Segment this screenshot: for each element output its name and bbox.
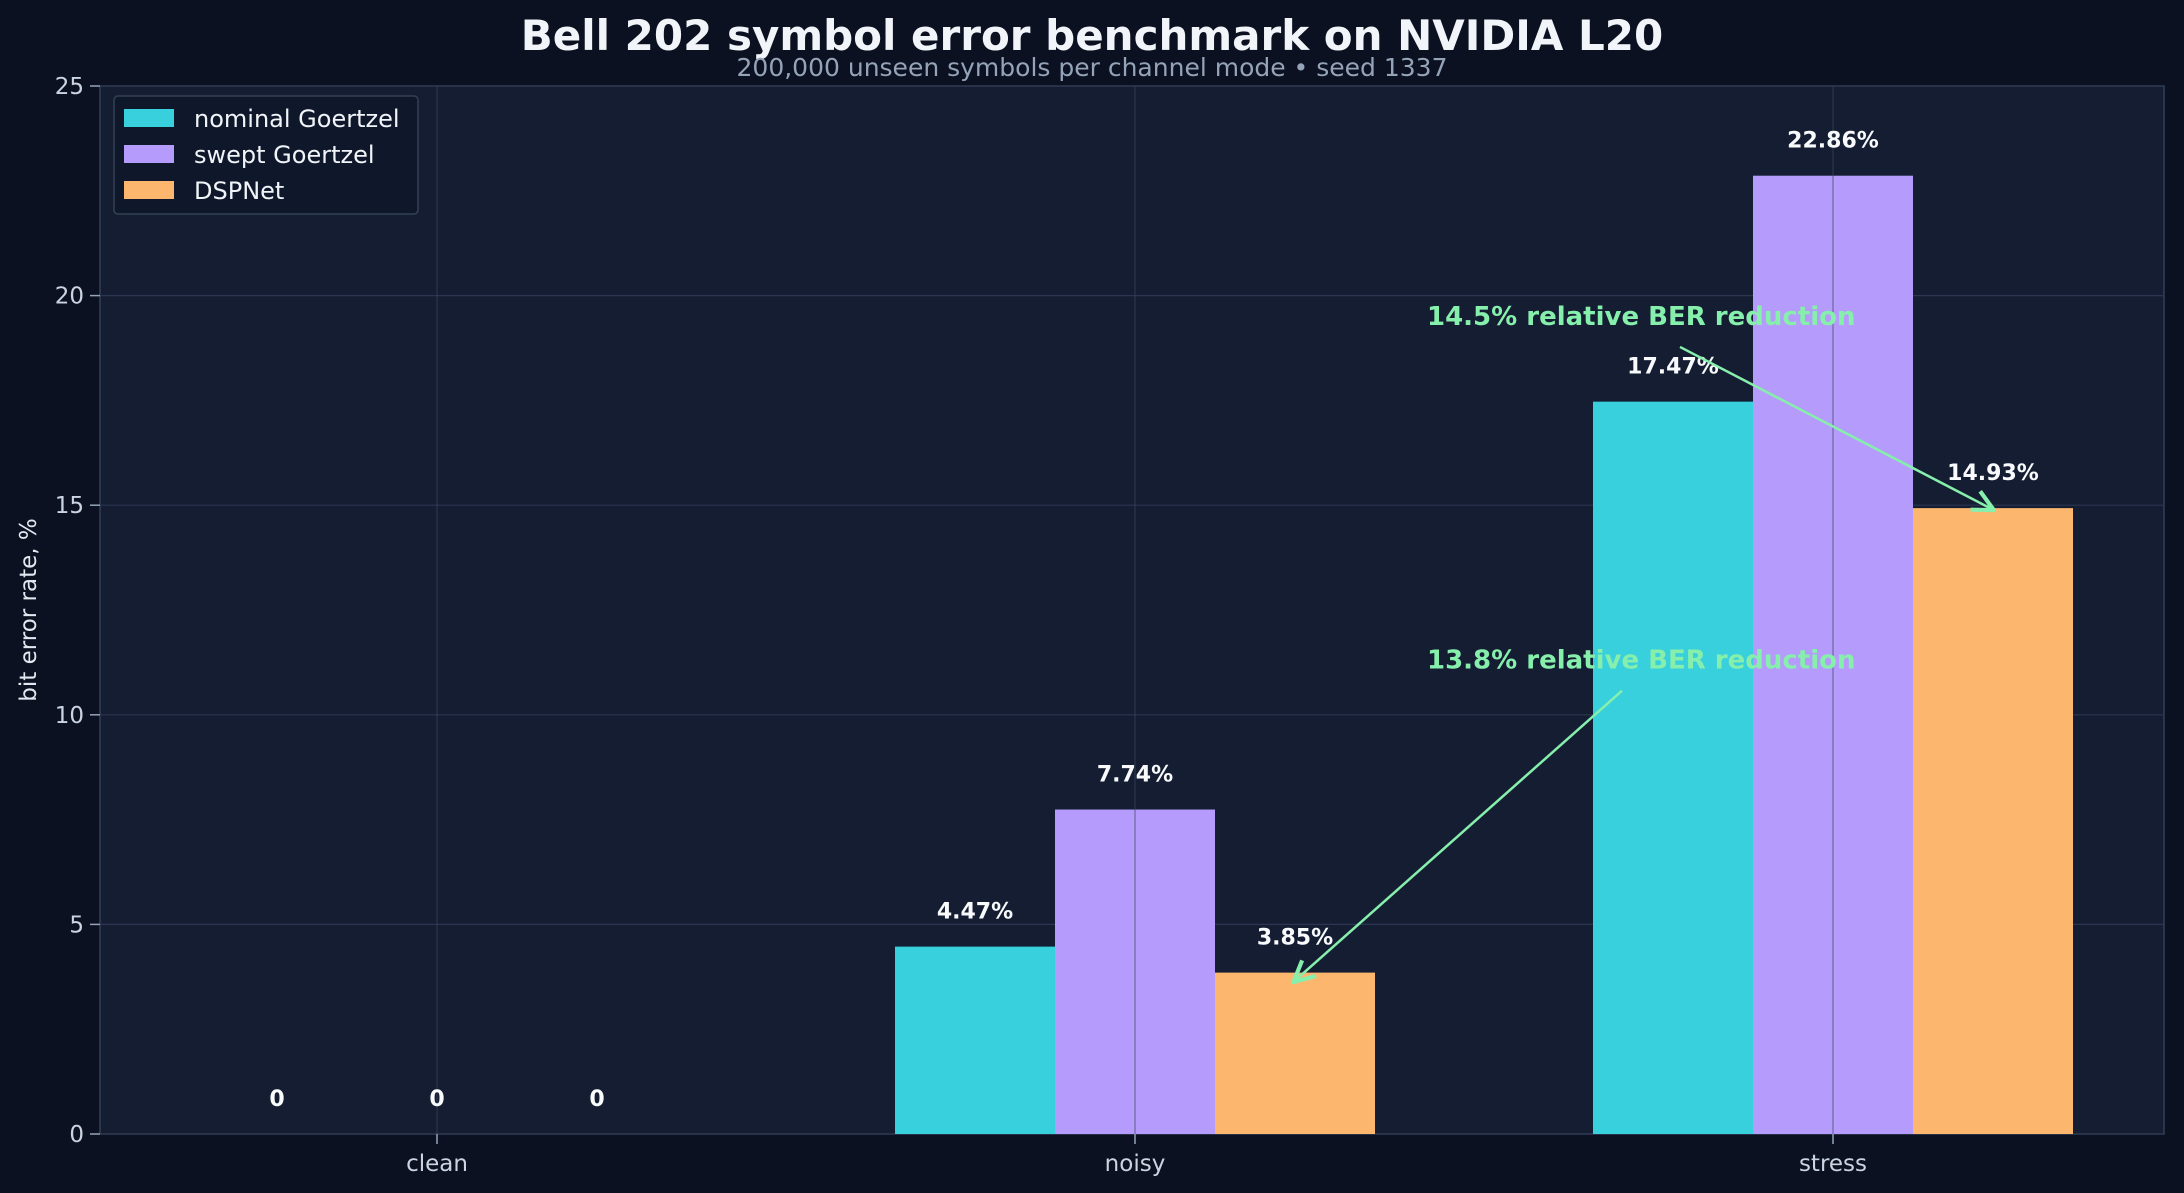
y-tick-label: 20 <box>55 284 84 310</box>
bar-value-label: 7.74% <box>1097 763 1173 788</box>
axis-ticks: 0 5 10 15 20 25 clean noisy stress <box>55 74 1867 1177</box>
bars <box>895 175 2073 1134</box>
bar-value-label: 22.86% <box>1787 129 1879 154</box>
chart-title: Bell 202 symbol error benchmark on NVIDI… <box>521 11 1664 60</box>
bar-dspnet-stress <box>1913 508 2073 1134</box>
y-tick-label: 10 <box>55 703 84 729</box>
legend-swatch <box>124 145 174 163</box>
bar-value-label: 0 <box>589 1087 604 1112</box>
legend-entry: nominal Goertzel <box>194 105 400 133</box>
legend-entry: swept Goertzel <box>194 141 375 169</box>
legend-entry: DSPNet <box>194 177 284 205</box>
x-tick-label: stress <box>1799 1151 1867 1177</box>
legend: nominal Goertzel swept Goertzel DSPNet <box>113 95 419 215</box>
bar-value-label: 17.47% <box>1627 355 1719 380</box>
legend-swatch <box>124 109 174 127</box>
bar-value-label: 0 <box>429 1087 444 1112</box>
annotations: 14.5% relative BER reduction 13.8% relati… <box>1295 302 1992 981</box>
chart-subtitle: 200,000 unseen symbols per channel mode … <box>737 53 1448 82</box>
annotation-arrow <box>1295 689 1623 981</box>
bar-value-label: 4.47% <box>937 900 1013 925</box>
bar-nominal-goertzel-noisy <box>895 946 1055 1134</box>
annotation-label: 13.8% relative BER reduction <box>1427 646 1856 676</box>
x-tick-label: clean <box>406 1151 468 1177</box>
y-tick-label: 5 <box>69 912 84 938</box>
bar-value-label: 3.85% <box>1257 926 1333 951</box>
bar-value-label: 14.93% <box>1947 461 2039 486</box>
annotation-label: 14.5% relative BER reduction <box>1427 302 1856 332</box>
y-tick-label: 25 <box>55 74 84 100</box>
legend-swatch <box>124 181 174 199</box>
y-tick-label: 0 <box>69 1122 84 1148</box>
y-tick-label: 15 <box>55 493 84 519</box>
bar-nominal-goertzel-stress <box>1593 401 1753 1134</box>
bar-dspnet-noisy <box>1215 972 1375 1134</box>
x-tick-label: noisy <box>1105 1151 1166 1177</box>
legend-box <box>113 95 419 215</box>
y-axis-label: bit error rate, % <box>16 518 42 702</box>
annotation-arrow <box>1679 345 1992 509</box>
bar-value-label: 0 <box>269 1087 284 1112</box>
vertical-grid-lines <box>436 86 1834 1134</box>
